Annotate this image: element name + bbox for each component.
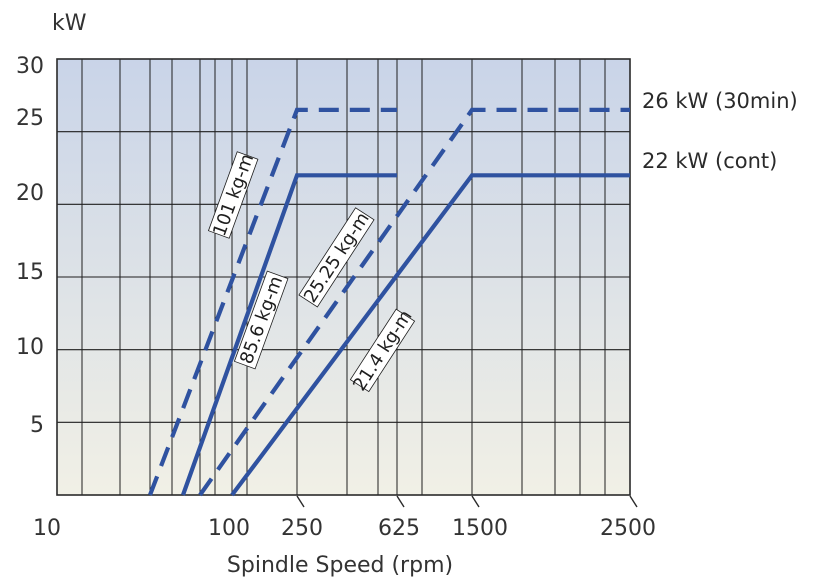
- x-tick-label: 100: [208, 516, 250, 541]
- y-tick-label: 15: [16, 260, 44, 285]
- tick-marks: [296, 495, 638, 508]
- x-tick-label: 10: [33, 516, 61, 541]
- x-tick-label: 250: [281, 516, 323, 541]
- y-tick-label: 5: [30, 413, 44, 438]
- x-tick-label: 1500: [452, 516, 508, 541]
- x-tick-label: 2500: [600, 516, 656, 541]
- y-tick-label: 25: [16, 106, 44, 131]
- y-axis-title: kW: [52, 11, 87, 36]
- x-tick-mark: [629, 495, 638, 508]
- series-line: [148, 107, 397, 496]
- y-tick-label: 20: [16, 181, 44, 206]
- series-line: [181, 173, 397, 496]
- y-tick-label: 10: [16, 335, 44, 360]
- series-label-solid: 22 kW (cont): [642, 149, 777, 173]
- series-lines: [148, 107, 630, 497]
- x-tick-mark: [471, 495, 480, 508]
- y-tick-label: 30: [16, 54, 44, 79]
- series-label-dashed: 26 kW (30min): [642, 89, 798, 113]
- plot-frame: [56, 58, 631, 496]
- series-line: [230, 173, 630, 497]
- x-tick-mark: [396, 495, 405, 508]
- grid: [56, 58, 631, 496]
- x-axis-title: Spindle Speed (rpm): [227, 553, 453, 578]
- series-line: [198, 107, 630, 497]
- x-tick-label: 625: [378, 516, 420, 541]
- x-tick-mark: [296, 495, 305, 508]
